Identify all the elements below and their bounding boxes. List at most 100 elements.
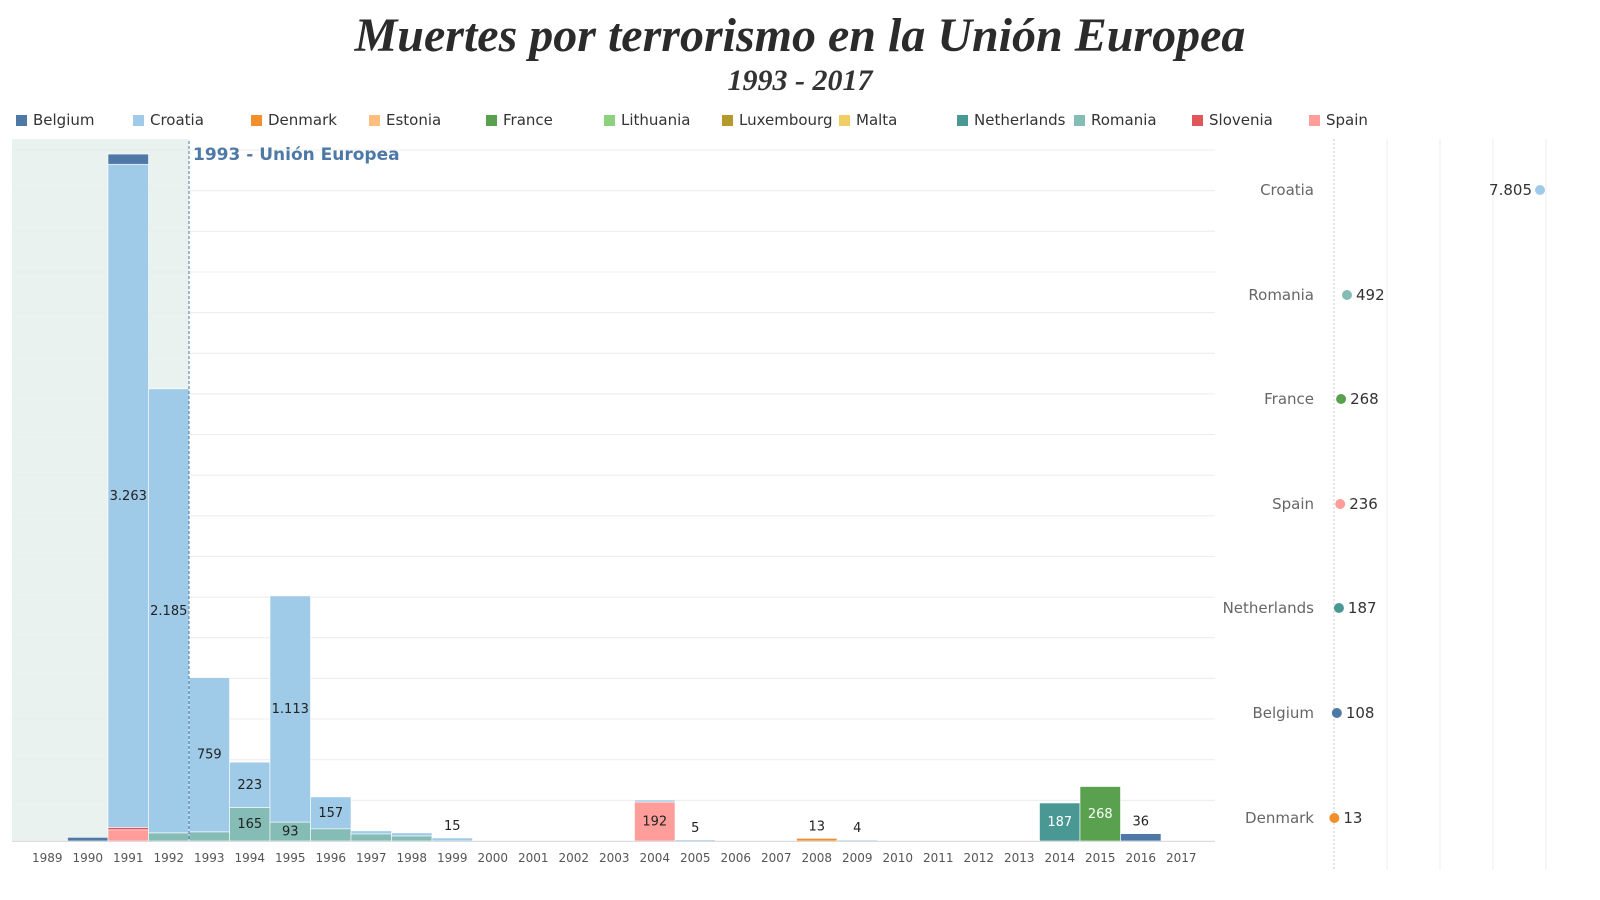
legend-item[interactable]: Belgium <box>16 109 95 131</box>
x-tick-label: 2015 <box>1085 851 1116 865</box>
data-label: 4 <box>853 821 861 836</box>
country-label: Netherlands <box>1223 599 1315 617</box>
x-tick-label: 2013 <box>1004 851 1035 865</box>
country-dot <box>1341 290 1352 300</box>
x-tick-label: 2014 <box>1044 851 1075 865</box>
country-dot <box>1333 603 1344 613</box>
legend-swatch <box>486 114 497 126</box>
legend-label: Romania <box>1091 111 1157 129</box>
data-label: 223 <box>237 778 262 793</box>
legend-swatch <box>722 114 733 126</box>
legend-swatch <box>1309 114 1320 126</box>
country-value: 13 <box>1343 809 1362 827</box>
data-label: 2.185 <box>150 604 187 619</box>
legend-label: Belgium <box>33 111 95 129</box>
legend-label: Netherlands <box>974 111 1066 129</box>
x-tick-label: 2008 <box>801 851 832 865</box>
x-tick-label: 1995 <box>275 851 306 865</box>
country-value: 187 <box>1348 599 1377 617</box>
country-value: 236 <box>1349 495 1378 513</box>
bar-segment <box>67 837 109 842</box>
data-label: 36 <box>1132 815 1149 830</box>
x-tick-label: 2002 <box>558 851 589 865</box>
data-label: 13 <box>808 819 825 834</box>
legend-label: Lithuania <box>621 111 691 129</box>
bar-segment <box>269 595 311 823</box>
legend-label: Malta <box>856 111 898 129</box>
bar-segment <box>148 832 190 842</box>
legend-label: Denmark <box>268 111 337 129</box>
legend-item[interactable]: Romania <box>1074 109 1157 131</box>
legend-label: France <box>503 111 553 129</box>
legend-label: Luxembourg <box>739 111 833 129</box>
legend-item[interactable]: Lithuania <box>604 109 690 131</box>
x-tick-label: 2001 <box>518 851 549 865</box>
country-value: 492 <box>1356 286 1385 304</box>
data-label: 187 <box>1047 815 1072 830</box>
legend-item[interactable]: Estonia <box>369 109 441 131</box>
legend-item[interactable]: Netherlands <box>957 109 1065 131</box>
x-tick-label: 1990 <box>72 851 103 865</box>
bar-segment <box>350 830 392 835</box>
legend-item[interactable]: Luxembourg <box>722 109 833 131</box>
bar-segment <box>350 833 392 842</box>
x-tick-label: 2010 <box>882 851 913 865</box>
x-tick-label: 1999 <box>437 851 468 865</box>
bar-segment <box>1120 833 1162 842</box>
x-tick-label: 2016 <box>1125 851 1156 865</box>
data-label: 3.263 <box>110 489 147 504</box>
x-tick-label: 2011 <box>923 851 954 865</box>
legend-item[interactable]: Malta <box>839 109 897 131</box>
bar-segment <box>431 837 473 842</box>
country-label: Croatia <box>1260 181 1314 199</box>
country-label: France <box>1264 390 1314 408</box>
country-label: Denmark <box>1245 809 1314 827</box>
country-value: 108 <box>1346 704 1375 722</box>
legend-swatch <box>839 114 850 126</box>
x-tick-label: 2017 <box>1166 851 1197 865</box>
bar-segment <box>107 829 149 842</box>
x-tick-label: 1998 <box>396 851 427 865</box>
x-tick-label: 1994 <box>234 851 265 865</box>
legend-item[interactable]: Spain <box>1309 109 1368 131</box>
country-dot <box>1335 499 1346 509</box>
x-tick-label: 2009 <box>842 851 873 865</box>
chart-title: Muertes por terrorismo en la Unión Europ… <box>354 9 1246 62</box>
legend-swatch <box>604 114 615 126</box>
country-dot <box>1329 813 1340 823</box>
x-tick-label: 1997 <box>356 851 387 865</box>
bar-segment <box>634 799 676 803</box>
x-tick-label: 2003 <box>599 851 630 865</box>
legend-item[interactable]: Slovenia <box>1192 109 1273 131</box>
data-label: 268 <box>1088 807 1113 822</box>
bar-segment <box>310 796 352 830</box>
x-tick-label: 2007 <box>761 851 792 865</box>
legend-label: Croatia <box>150 111 204 129</box>
legend-label: Estonia <box>386 111 442 129</box>
legend-swatch <box>16 114 27 126</box>
data-label: 1.113 <box>272 702 309 717</box>
data-label: 5 <box>691 821 699 836</box>
bar-segment <box>634 801 676 842</box>
x-tick-label: 1993 <box>194 851 225 865</box>
legend-item[interactable]: France <box>486 109 553 131</box>
x-tick-label: 2000 <box>477 851 508 865</box>
x-tick-label: 2004 <box>639 851 670 865</box>
legend-item[interactable]: Croatia <box>133 109 204 131</box>
country-label: Romania <box>1248 286 1314 304</box>
country-dot <box>1336 394 1347 404</box>
legend-item[interactable]: Denmark <box>251 109 337 131</box>
legend-swatch <box>1074 114 1085 126</box>
legend-swatch <box>369 114 380 126</box>
legend-label: Spain <box>1326 111 1368 129</box>
bar-segment <box>1079 786 1121 842</box>
country-value: 7.805 <box>1489 181 1532 199</box>
annotation-label: 1993 - Unión Europea <box>193 145 400 165</box>
x-tick-label: 1996 <box>315 851 346 865</box>
data-label: 93 <box>282 825 299 840</box>
bar-segment <box>391 832 433 837</box>
data-label: 15 <box>444 819 461 834</box>
bar-segment <box>310 828 352 842</box>
bar-segment <box>188 677 230 833</box>
